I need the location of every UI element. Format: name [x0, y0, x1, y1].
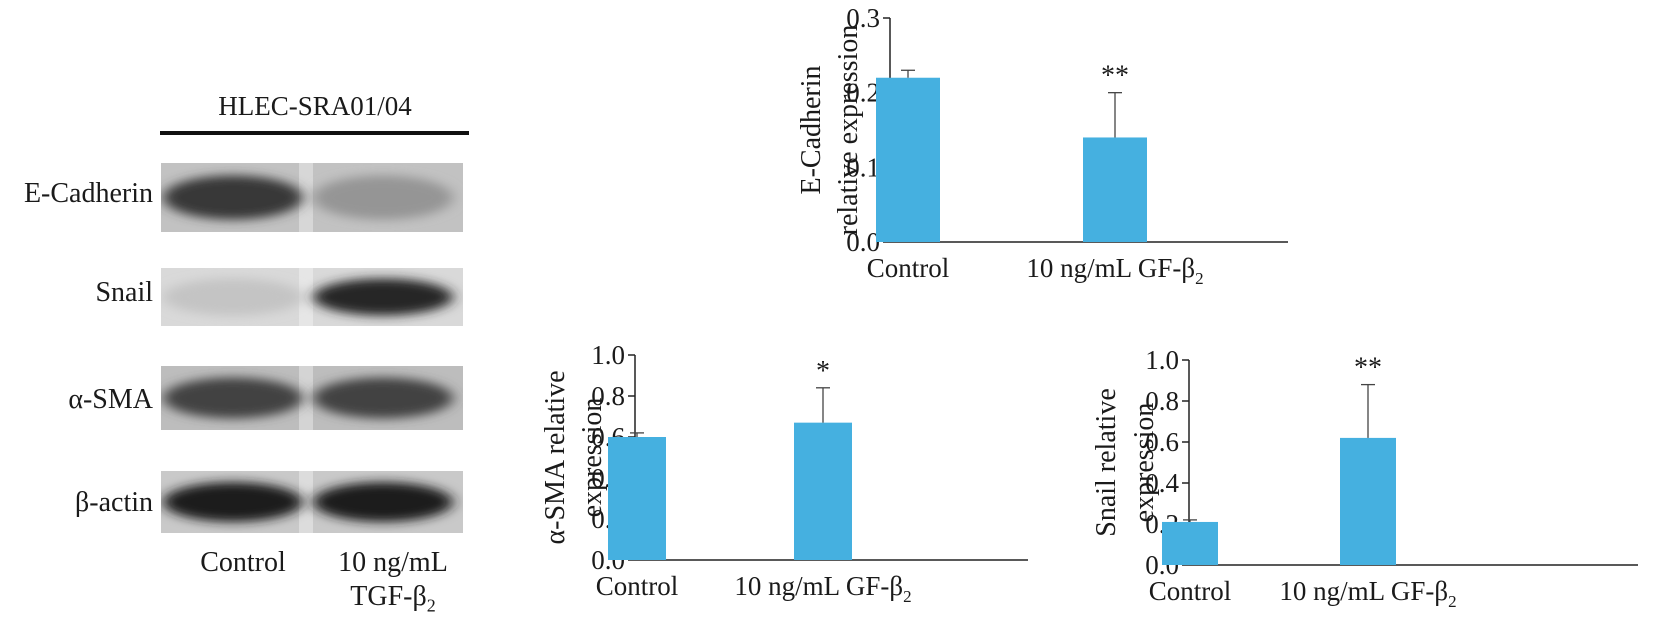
blot-band-lane-1: [163, 278, 303, 316]
significance-marker-2: **: [1354, 353, 1382, 384]
lane-label-tgf: 10 ng/mL TGF-β2: [338, 547, 448, 616]
x-category-label-2: 10 ng/mL GF-β2: [1026, 253, 1203, 288]
y-axis-title-line-1: E-Cadherin: [796, 65, 827, 194]
x-category-label-2: 10 ng/mL GF-β2: [734, 571, 911, 606]
bar-1: [608, 437, 666, 560]
blot-image-e-cadherin: [161, 163, 463, 232]
blot-band-lane-2: [313, 377, 453, 419]
y-axis-title-line-1: α-SMA relative: [540, 370, 571, 544]
y-tick-label: 0.8: [591, 381, 625, 411]
y-tick-label: 0.6: [1145, 427, 1179, 457]
blot-row-label-beta-actin: β-actin: [75, 487, 153, 518]
bar-2: [794, 422, 852, 560]
blot-band-lane-2: [313, 175, 453, 220]
blot-band-lane-2: [313, 482, 453, 522]
blot-band-lane-2: [313, 278, 453, 316]
blot-image-snail: [161, 268, 463, 326]
y-tick-label: 1.0: [1145, 345, 1179, 375]
x-category-label-1: Control: [867, 253, 950, 283]
chart-e-cadherin: 0.0 0.1 0.2 0.3 E-Cadherin relative expressio…: [796, 3, 1288, 288]
blot-image-alpha-sma: [161, 366, 463, 430]
y-tick-label: 0.2: [846, 78, 880, 108]
y-axis-title-line-1: Snail relative: [1091, 388, 1122, 537]
blot-band-lane-1: [163, 482, 303, 522]
bar-2: [1340, 437, 1396, 565]
bar-2: [1083, 137, 1147, 242]
significance-marker-2: *: [816, 356, 830, 387]
x-category-label-1: Control: [596, 571, 679, 601]
blot-row-label-e-cadherin: E-Cadherin: [23, 178, 153, 209]
blot-lane-gap: [299, 366, 313, 430]
blot-lane-gap: [299, 268, 313, 326]
y-tick-label: 0.8: [1145, 386, 1179, 416]
bar-1: [876, 77, 940, 242]
blot-band-lane-1: [163, 377, 303, 419]
blot-row-label-alpha-sma: α-SMA: [68, 384, 153, 415]
lane-label-control: Control: [200, 547, 286, 578]
y-tick-label: 0.1: [846, 152, 880, 182]
y-tick-label: 0.4: [1145, 468, 1179, 498]
x-category-label-2: 10 ng/mL GF-β2: [1279, 576, 1456, 611]
western-blot-panel: HLEC-SRA01/04 E-Cadherin Snail α-SMA β-a…: [0, 0, 480, 634]
significance-marker-2: **: [1101, 61, 1129, 92]
y-axis-title-line-2: expression: [577, 398, 608, 518]
bar-1: [1162, 521, 1218, 565]
blot-band-lane-1: [163, 175, 303, 220]
chart-alpha-sma: 0.00.20.40.60.81.0α-SMA relativeexpressi…: [540, 340, 1028, 606]
blot-lane-gap: [299, 471, 313, 533]
blot-lane-gap: [299, 163, 313, 232]
blot-image-beta-actin: [161, 471, 463, 533]
y-tick-label: 0.3: [846, 3, 880, 33]
blot-row-label-snail: Snail: [95, 277, 153, 308]
y-tick-label: 1.0: [591, 340, 625, 370]
blot-title: HLEC-SRA01/04: [218, 91, 412, 121]
x-category-label-1: Control: [1149, 576, 1232, 606]
y-axis-title-line-2: expression: [1129, 403, 1160, 523]
blot-title-underline: [160, 131, 469, 135]
y-tick-label: 0.0: [846, 227, 880, 257]
y-axis-title-line-2: relative expression: [833, 25, 864, 236]
